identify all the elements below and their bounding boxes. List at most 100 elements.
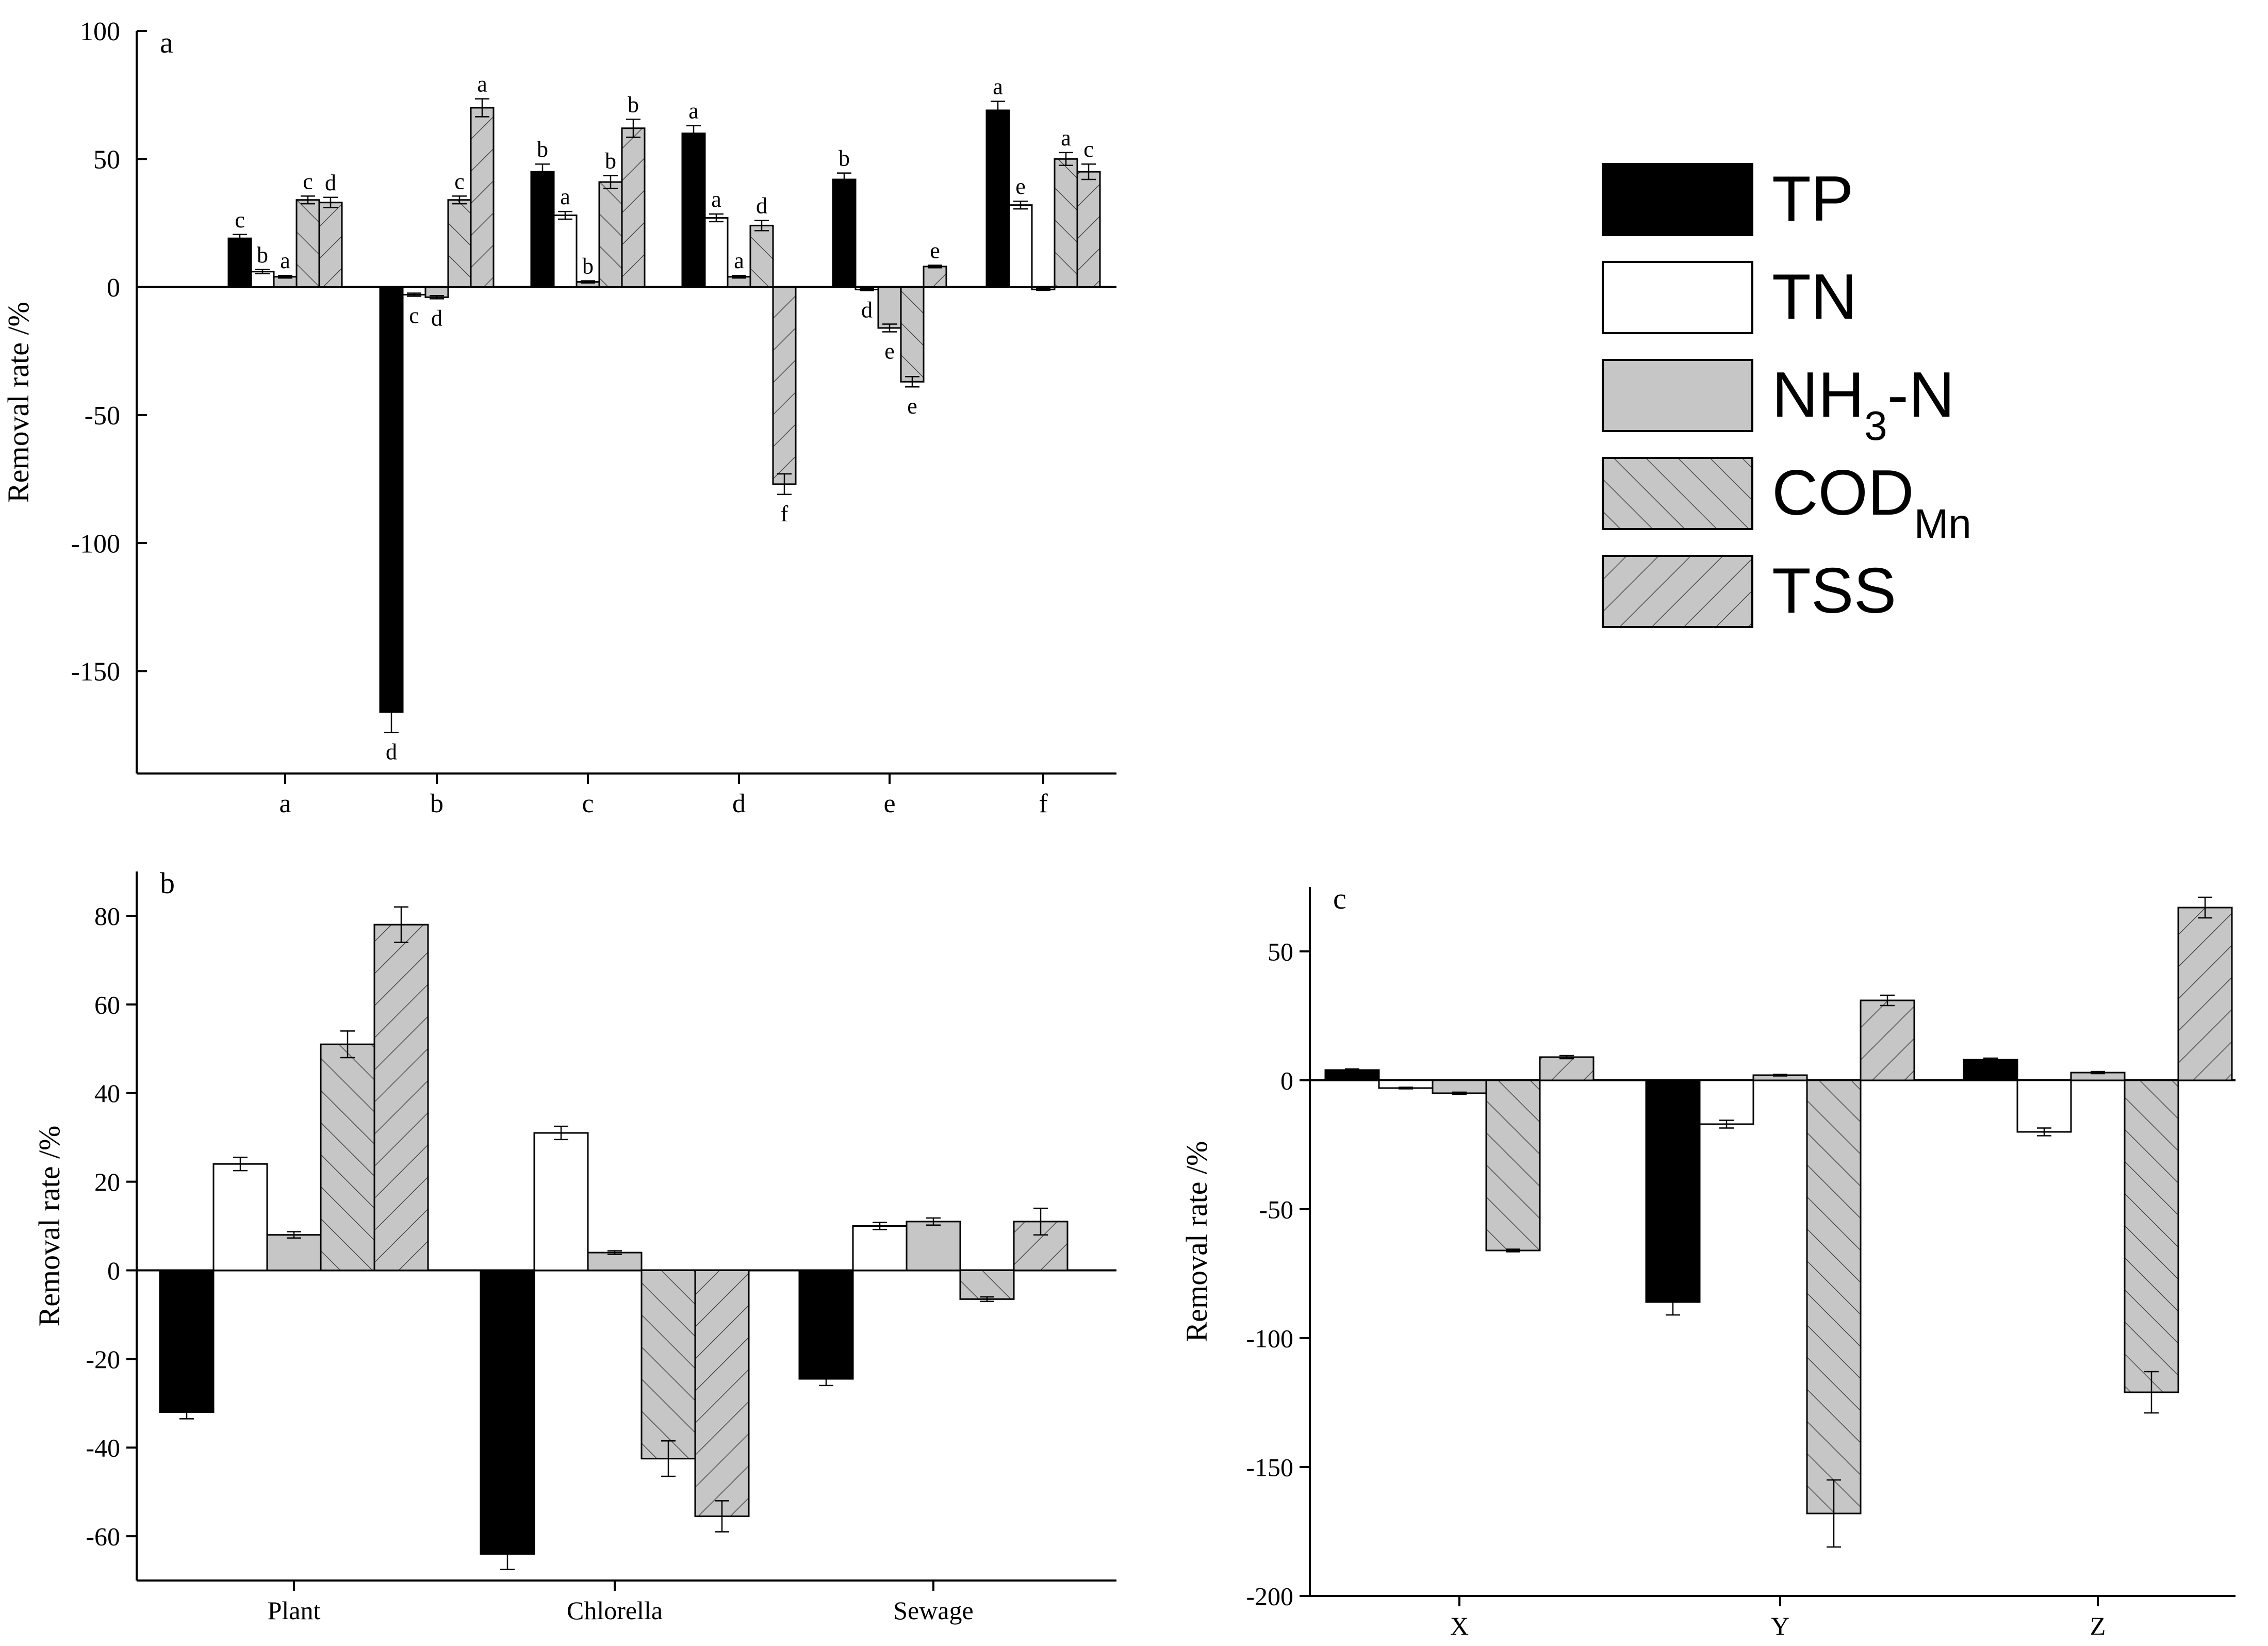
- panel-label: b: [160, 866, 175, 900]
- x-tick-label: d: [732, 789, 746, 818]
- legend-item: TSS: [1602, 555, 1896, 628]
- y-tick-label: 20: [94, 1167, 120, 1196]
- y-tick-label: 100: [80, 17, 120, 46]
- legend-label: TP: [1772, 163, 1853, 235]
- x-tick-label: Plant: [268, 1596, 321, 1625]
- bar-codmn: [2124, 1079, 2179, 1393]
- legend-item: NH3-N: [1602, 359, 1954, 449]
- bar-tp: [379, 286, 404, 713]
- significance-letter: b: [839, 146, 850, 171]
- significance-letter: b: [257, 242, 268, 268]
- significance-letter: a: [993, 74, 1003, 100]
- bar-tn: [852, 1225, 908, 1271]
- bar-tp: [530, 171, 555, 288]
- legend-item: TN: [1602, 261, 1857, 334]
- x-tick-label: a: [279, 789, 291, 818]
- legend-label: NH3-N: [1772, 359, 1954, 449]
- bar-codmn: [1806, 1079, 1862, 1515]
- bar-tp: [1645, 1079, 1701, 1303]
- bar-tss: [1539, 1056, 1595, 1081]
- bar-tn: [704, 217, 729, 288]
- bar-tp: [480, 1269, 535, 1555]
- legend-item: TP: [1602, 163, 1853, 236]
- x-tick-label: X: [1450, 1611, 1469, 1640]
- significance-letter: f: [781, 501, 788, 526]
- y-tick-label: -200: [1246, 1582, 1293, 1611]
- bar-tn: [553, 215, 578, 288]
- bar-codmn: [295, 199, 320, 288]
- significance-letter: d: [861, 298, 873, 323]
- legend-label: TSS: [1772, 555, 1896, 627]
- y-tick-label: 50: [1268, 937, 1293, 966]
- legend-swatch: [1602, 261, 1753, 334]
- y-axis-title: Removal rate /%: [2, 302, 35, 503]
- significance-letter: b: [605, 149, 616, 174]
- significance-letter: a: [711, 187, 721, 212]
- y-tick-label: -50: [85, 401, 120, 431]
- bar-codmn: [320, 1043, 375, 1271]
- panel-b: 80 60 40 20 0 -20 -40 -60 Removal rate /% b Plant C…: [32, 866, 1116, 1625]
- x-tick-label: f: [1039, 789, 1048, 818]
- y-tick-label: 0: [107, 273, 120, 303]
- bar-tn: [1699, 1079, 1754, 1125]
- panel-c: 50 0 -50 -100 -150 -200 Removal rate /% c X Y Z: [1180, 882, 2236, 1640]
- bar-codmn: [959, 1269, 1015, 1300]
- bar-codmn: [749, 224, 774, 288]
- bar-tn: [212, 1163, 268, 1271]
- significance-letter: b: [628, 92, 639, 117]
- significance-letter: a: [1061, 125, 1071, 151]
- y-axis-title: Removal rate /%: [32, 1126, 66, 1327]
- legend-subscript: Mn: [1914, 501, 1971, 547]
- bar-nh3n: [1432, 1079, 1487, 1094]
- bar-tp: [832, 178, 857, 288]
- bar-tp: [798, 1269, 854, 1380]
- y-tick-label: -40: [86, 1434, 120, 1462]
- significance-letter: a: [477, 72, 487, 97]
- legend-subscript: 3: [1864, 403, 1887, 449]
- significance-letter: c: [1083, 137, 1094, 162]
- y-tick-label: -150: [1246, 1453, 1293, 1482]
- bar-nh3n: [266, 1234, 322, 1271]
- y-axis-title: Removal rate /%: [1180, 1141, 1213, 1342]
- significance-letter: d: [386, 739, 397, 765]
- significance-letter: e: [907, 393, 917, 419]
- significance-letter: c: [409, 303, 419, 328]
- legend-swatch: [1602, 163, 1753, 236]
- bar-tn: [1008, 204, 1033, 288]
- bar-tss: [470, 107, 495, 288]
- significance-letter: e: [884, 338, 895, 364]
- x-tick-label: e: [883, 789, 895, 818]
- bar-tn: [533, 1132, 589, 1271]
- y-tick-label: 0: [107, 1256, 120, 1285]
- bar-tp: [159, 1269, 215, 1413]
- bar-nh3n: [587, 1252, 643, 1271]
- y-tick-label: 60: [94, 990, 120, 1019]
- y-tick-label: -20: [86, 1345, 120, 1374]
- significance-letter: d: [431, 305, 442, 331]
- y-tick-label: -60: [86, 1522, 120, 1551]
- significance-letter: d: [756, 193, 767, 218]
- legend-swatch: [1602, 359, 1753, 432]
- bar-tss: [1860, 999, 1915, 1081]
- legend-swatch: [1602, 555, 1753, 628]
- significance-letter: c: [454, 169, 465, 194]
- bar-codmn: [1485, 1079, 1541, 1252]
- significance-letter: a: [734, 248, 744, 273]
- bar-tp: [227, 237, 252, 288]
- x-tick-label: Z: [2090, 1611, 2106, 1640]
- significance-letter: c: [303, 169, 313, 194]
- panel-label: c: [1333, 882, 1346, 915]
- y-tick-label: -50: [1259, 1195, 1293, 1224]
- bar-tss: [621, 127, 646, 288]
- bar-tss: [2177, 907, 2233, 1081]
- x-tick-label: b: [430, 789, 443, 818]
- bar-tss: [373, 924, 429, 1271]
- bar-tp: [985, 109, 1010, 288]
- legend-label: TN: [1772, 261, 1857, 333]
- legend-swatch: [1602, 457, 1753, 530]
- x-tick-label: Y: [1771, 1611, 1789, 1640]
- y-tick-label: 40: [94, 1079, 120, 1108]
- significance-letter: a: [280, 248, 290, 273]
